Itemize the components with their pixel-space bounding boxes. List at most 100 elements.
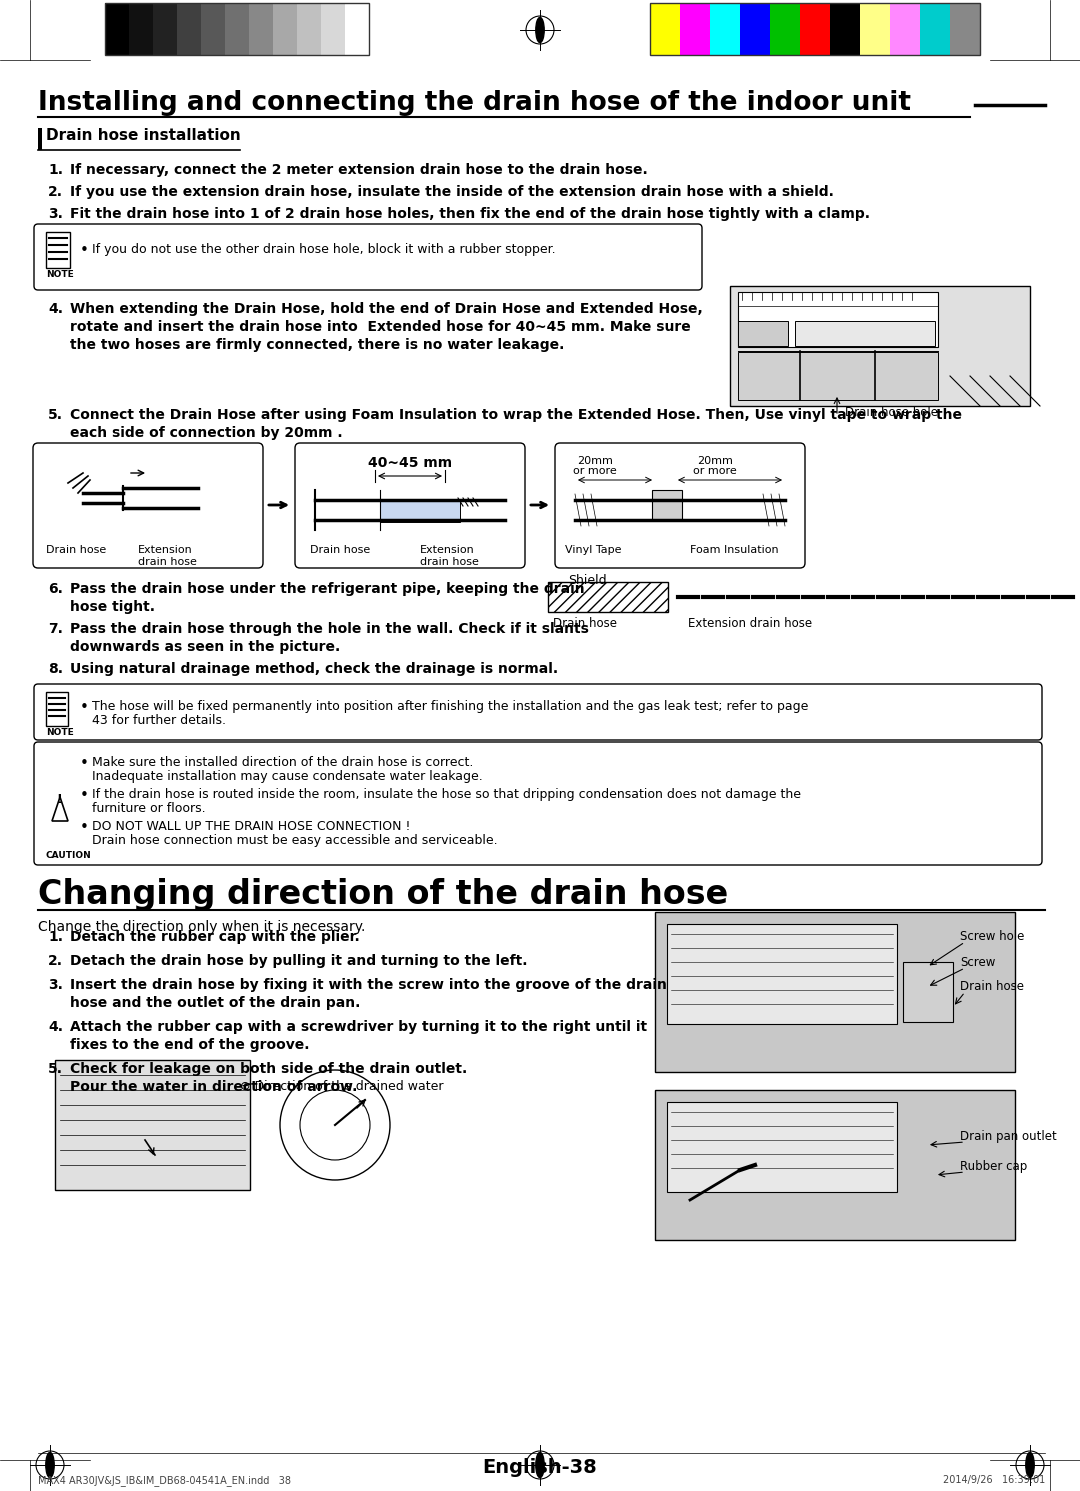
Text: Inadequate installation may cause condensate water leakage.: Inadequate installation may cause conden… — [92, 769, 483, 783]
Bar — [738, 292, 939, 347]
Bar — [177, 3, 201, 55]
Text: 4.: 4. — [48, 1020, 63, 1033]
Bar — [800, 3, 831, 55]
Bar — [770, 3, 800, 55]
Text: Foam Insulation: Foam Insulation — [690, 546, 779, 555]
Bar — [129, 3, 153, 55]
Bar — [667, 924, 897, 1024]
Text: 43 for further details.: 43 for further details. — [92, 714, 226, 728]
Bar — [831, 3, 860, 55]
Text: or more: or more — [573, 467, 617, 476]
Text: •: • — [80, 699, 89, 716]
Bar — [201, 3, 225, 55]
Text: Shield: Shield — [568, 574, 607, 587]
Bar — [321, 3, 345, 55]
Text: •: • — [80, 243, 89, 258]
Text: NOTE: NOTE — [46, 270, 73, 279]
Bar — [380, 499, 460, 522]
Text: •: • — [80, 789, 89, 804]
Text: Pass the drain hose under the refrigerant pipe, keeping the drain: Pass the drain hose under the refrigeran… — [70, 581, 584, 596]
Bar — [680, 3, 710, 55]
Bar — [740, 3, 770, 55]
Bar — [273, 3, 297, 55]
Text: or more: or more — [693, 467, 737, 476]
Text: CAUTION: CAUTION — [46, 851, 92, 860]
Bar — [105, 3, 369, 55]
FancyBboxPatch shape — [33, 443, 264, 568]
Text: !: ! — [56, 793, 62, 807]
Text: 5.: 5. — [48, 1062, 63, 1077]
Text: 2.: 2. — [48, 185, 63, 198]
Bar — [667, 1102, 897, 1191]
Text: each side of connection by 20mm .: each side of connection by 20mm . — [70, 426, 342, 440]
Text: When extending the Drain Hose, hold the end of Drain Hose and Extended Hose,: When extending the Drain Hose, hold the … — [70, 303, 703, 316]
Text: Rubber cap: Rubber cap — [960, 1160, 1027, 1173]
Text: Screw: Screw — [960, 956, 996, 969]
Ellipse shape — [536, 1452, 544, 1478]
Text: furniture or floors.: furniture or floors. — [92, 802, 205, 816]
FancyBboxPatch shape — [295, 443, 525, 568]
Ellipse shape — [1026, 1452, 1035, 1478]
Text: 4.: 4. — [48, 303, 63, 316]
Text: Attach the rubber cap with a screwdriver by turning it to the right until it: Attach the rubber cap with a screwdriver… — [70, 1020, 647, 1033]
Bar — [153, 3, 177, 55]
Text: English-38: English-38 — [483, 1458, 597, 1478]
Ellipse shape — [45, 1452, 54, 1478]
Bar — [860, 3, 890, 55]
Bar — [38, 128, 42, 151]
Text: Installing and connecting the drain hose of the indoor unit: Installing and connecting the drain hose… — [38, 89, 912, 116]
Bar — [738, 352, 939, 400]
Bar — [738, 321, 788, 346]
Text: Fit the drain hose into 1 of 2 drain hose holes, then fix the end of the drain h: Fit the drain hose into 1 of 2 drain hos… — [70, 207, 870, 221]
Text: Extension drain hose: Extension drain hose — [688, 617, 812, 631]
Text: Change the direction only when it is necessary.: Change the direction only when it is nec… — [38, 920, 365, 933]
Text: Extension
drain hose: Extension drain hose — [420, 546, 478, 567]
Text: If the drain hose is routed inside the room, insulate the hose so that dripping : If the drain hose is routed inside the r… — [92, 789, 801, 801]
Text: 1.: 1. — [48, 930, 63, 944]
Bar — [548, 581, 669, 611]
Text: Detach the drain hose by pulling it and turning to the left.: Detach the drain hose by pulling it and … — [70, 954, 527, 968]
Text: DO NOT WALL UP THE DRAIN HOSE CONNECTION !: DO NOT WALL UP THE DRAIN HOSE CONNECTION… — [92, 820, 410, 833]
Text: 5.: 5. — [48, 409, 63, 422]
Text: Drain pan outlet: Drain pan outlet — [960, 1130, 1056, 1144]
Text: 1.: 1. — [48, 163, 63, 177]
Bar — [46, 692, 68, 726]
Bar — [650, 3, 680, 55]
Text: Drain hose connection must be easy accessible and serviceable.: Drain hose connection must be easy acces… — [92, 833, 498, 847]
Bar — [225, 3, 249, 55]
Text: 20mm: 20mm — [697, 456, 733, 467]
Text: Extension
drain hose: Extension drain hose — [138, 546, 197, 567]
Text: •: • — [80, 820, 89, 835]
Bar — [249, 3, 273, 55]
Text: Check for leakage on both side of the drain outlet.: Check for leakage on both side of the dr… — [70, 1062, 468, 1077]
Ellipse shape — [536, 18, 544, 43]
Text: ⊕ Direction of the drained water: ⊕ Direction of the drained water — [240, 1079, 444, 1093]
Bar — [46, 233, 70, 268]
Text: hose tight.: hose tight. — [70, 599, 156, 614]
Bar — [710, 3, 740, 55]
Text: Screw hole: Screw hole — [960, 930, 1024, 942]
Text: fixes to the end of the groove.: fixes to the end of the groove. — [70, 1038, 310, 1053]
Bar — [652, 491, 681, 520]
Text: 3.: 3. — [48, 207, 63, 221]
Text: Drain hose: Drain hose — [46, 546, 106, 555]
Text: Drain hose: Drain hose — [553, 617, 617, 631]
Text: 7.: 7. — [48, 622, 63, 637]
Text: Drain hose: Drain hose — [310, 546, 370, 555]
Text: If necessary, connect the 2 meter extension drain hose to the drain hose.: If necessary, connect the 2 meter extens… — [70, 163, 648, 177]
Bar — [654, 1090, 1015, 1241]
Text: MAX4 AR30JV&JS_IB&IM_DB68-04541A_EN.indd   38: MAX4 AR30JV&JS_IB&IM_DB68-04541A_EN.indd… — [38, 1475, 291, 1487]
Text: rotate and insert the drain hose into  Extended hose for 40~45 mm. Make sure: rotate and insert the drain hose into Ex… — [70, 321, 691, 334]
Text: Drain hose hole: Drain hose hole — [845, 406, 939, 419]
FancyBboxPatch shape — [33, 684, 1042, 740]
FancyBboxPatch shape — [33, 224, 702, 291]
Text: Drain hose: Drain hose — [960, 980, 1024, 993]
Bar — [105, 3, 129, 55]
Bar — [795, 321, 935, 346]
Bar — [654, 498, 680, 520]
Text: Detach the rubber cap with the plier.: Detach the rubber cap with the plier. — [70, 930, 360, 944]
Text: Connect the Drain Hose after using Foam Insulation to wrap the Extended Hose. Th: Connect the Drain Hose after using Foam … — [70, 409, 962, 422]
Text: hose and the outlet of the drain pan.: hose and the outlet of the drain pan. — [70, 996, 361, 1009]
Text: Make sure the installed direction of the drain hose is correct.: Make sure the installed direction of the… — [92, 756, 473, 769]
Text: Using natural drainage method, check the drainage is normal.: Using natural drainage method, check the… — [70, 662, 558, 675]
